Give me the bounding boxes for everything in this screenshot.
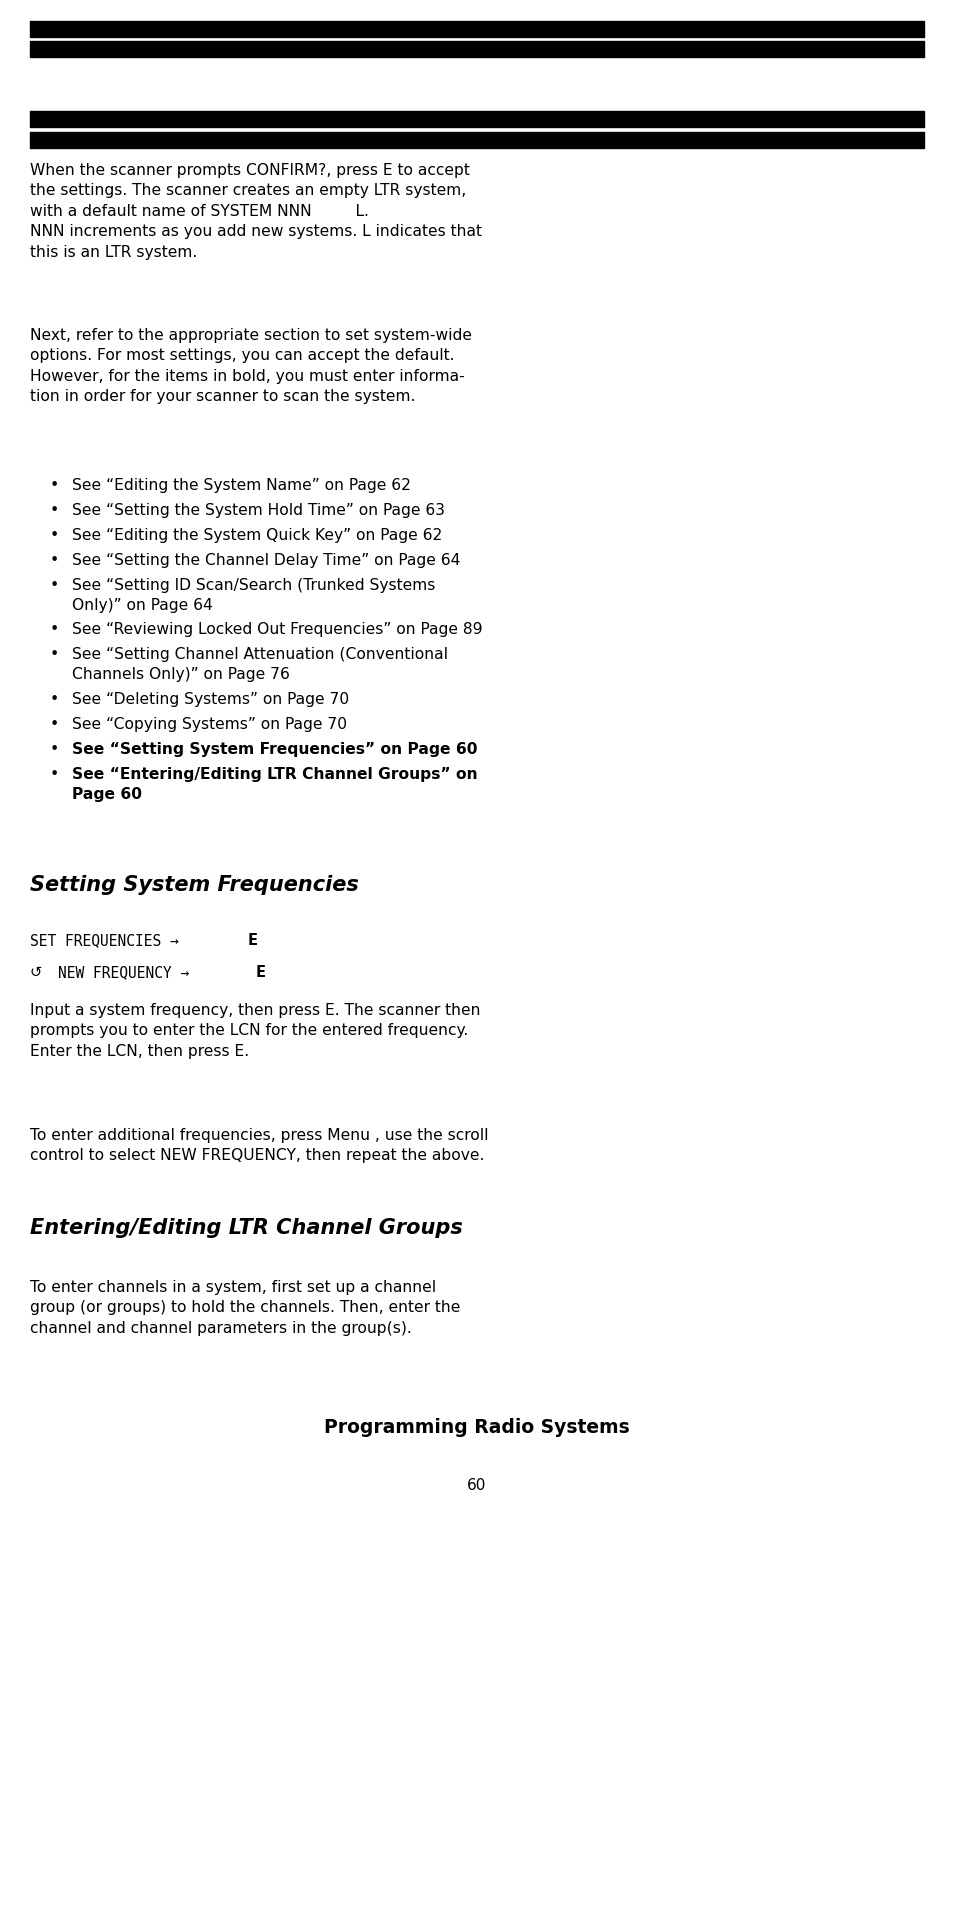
Text: Setting System Frequencies: Setting System Frequencies	[30, 875, 358, 894]
Text: •: •	[50, 646, 59, 662]
Text: See “Setting System Frequencies” on Page 60: See “Setting System Frequencies” on Page…	[71, 742, 477, 757]
Text: E: E	[248, 933, 257, 948]
Text: See “Setting Channel Attenuation (Conventional
Channels Only)” on Page 76: See “Setting Channel Attenuation (Conven…	[71, 646, 448, 683]
Text: See “Setting the System Hold Time” on Page 63: See “Setting the System Hold Time” on Pa…	[71, 503, 444, 517]
Text: NEW FREQUENCY →: NEW FREQUENCY →	[58, 965, 189, 980]
Text: See “Editing the System Name” on Page 62: See “Editing the System Name” on Page 62	[71, 479, 411, 492]
Text: See “Setting the Channel Delay Time” on Page 64: See “Setting the Channel Delay Time” on …	[71, 553, 460, 568]
Text: When the scanner prompts CONFIRM?, press E to accept
the settings. The scanner c: When the scanner prompts CONFIRM?, press…	[30, 162, 481, 259]
Text: •: •	[50, 553, 59, 568]
Text: 60: 60	[467, 1478, 486, 1491]
Text: Entering/Editing LTR Channel Groups: Entering/Editing LTR Channel Groups	[30, 1217, 462, 1238]
Text: See “Copying Systems” on Page 70: See “Copying Systems” on Page 70	[71, 717, 347, 732]
Text: To enter channels in a system, first set up a channel
group (or groups) to hold : To enter channels in a system, first set…	[30, 1280, 460, 1335]
Text: SET FREQUENCIES →: SET FREQUENCIES →	[30, 933, 178, 948]
Text: •: •	[50, 528, 59, 543]
Text: E: E	[255, 965, 266, 980]
Text: •: •	[50, 692, 59, 707]
Text: •: •	[50, 717, 59, 732]
Text: See “Deleting Systems” on Page 70: See “Deleting Systems” on Page 70	[71, 692, 349, 707]
Text: See “Reviewing Locked Out Frequencies” on Page 89: See “Reviewing Locked Out Frequencies” o…	[71, 622, 482, 637]
Text: ↺: ↺	[30, 965, 42, 980]
Text: •: •	[50, 578, 59, 593]
Text: •: •	[50, 503, 59, 517]
Text: •: •	[50, 742, 59, 757]
Text: Next, refer to the appropriate section to set system-wide
options. For most sett: Next, refer to the appropriate section t…	[30, 328, 472, 404]
Text: See “Setting ID Scan/Search (Trunked Systems
Only)” on Page 64: See “Setting ID Scan/Search (Trunked Sys…	[71, 578, 435, 612]
Text: Input a system frequency, then press E. The scanner then
prompts you to enter th: Input a system frequency, then press E. …	[30, 1003, 480, 1058]
Text: •: •	[50, 479, 59, 492]
Text: •: •	[50, 767, 59, 782]
Text: See “Editing the System Quick Key” on Page 62: See “Editing the System Quick Key” on Pa…	[71, 528, 442, 543]
Text: To enter additional frequencies, press Menu , use the scroll
control to select N: To enter additional frequencies, press M…	[30, 1127, 488, 1163]
Text: Programming Radio Systems: Programming Radio Systems	[324, 1417, 629, 1436]
Text: •: •	[50, 622, 59, 637]
Text: See “Entering/Editing LTR Channel Groups” on
Page 60: See “Entering/Editing LTR Channel Groups…	[71, 767, 477, 801]
